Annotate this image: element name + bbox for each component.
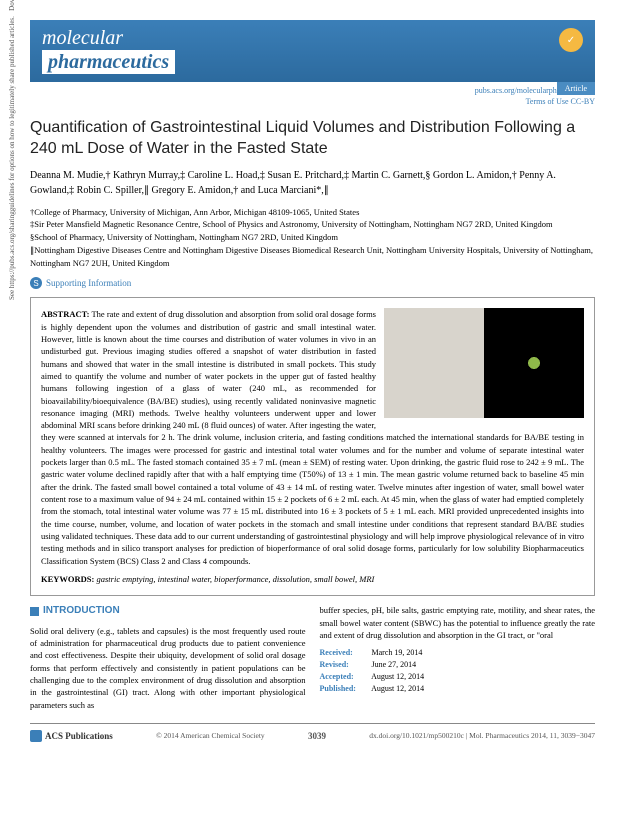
header-links: pubs.acs.org/molecularpharmaceutics Term… <box>30 86 595 106</box>
header-badges: ✓ <box>559 28 583 52</box>
abstract-box: ABSTRACT: The rate and extent of drug di… <box>30 297 595 596</box>
supporting-icon: S <box>30 277 42 289</box>
keywords-label: KEYWORDS: <box>41 574 94 584</box>
affiliations: †College of Pharmacy, University of Mich… <box>30 206 595 270</box>
pubs-link[interactable]: pubs.acs.org/molecularpharmaceutics <box>30 86 595 95</box>
abstract-graphic <box>384 308 584 418</box>
supporting-info-link[interactable]: S Supporting Information <box>30 277 595 289</box>
page-footer: ACS Publications © 2014 American Chemica… <box>30 723 595 742</box>
badge-icon: ✓ <box>559 28 583 52</box>
keywords-text: gastric emptying, intestinal water, biop… <box>97 574 375 584</box>
acs-publications-logo: ACS Publications <box>30 730 113 742</box>
copyright-text: © 2014 American Chemical Society <box>156 731 265 740</box>
download-attribution: See https://pubs.acs.org/sharingguidelin… <box>8 0 16 300</box>
intro-paragraph-1: Solid oral delivery (e.g., tablets and c… <box>30 625 306 711</box>
abstract-label: ABSTRACT: <box>41 309 90 319</box>
article-title: Quantification of Gastrointestinal Liqui… <box>30 118 595 160</box>
author-list: Deanna M. Mudie,† Kathryn Murray,‡ Carol… <box>30 168 595 198</box>
section-square-icon <box>30 607 39 616</box>
intro-paragraph-2: buffer species, pH, bile salts, gastric … <box>320 604 596 641</box>
journal-header: molecular pharmaceutics ✓ Article <box>30 20 595 82</box>
mri-scanner-photo <box>384 308 484 418</box>
page-number: 3039 <box>308 731 326 741</box>
section-heading-intro: INTRODUCTION <box>30 604 306 619</box>
acs-icon <box>30 730 42 742</box>
article-type-tag: Article <box>557 82 595 95</box>
terms-link[interactable]: Terms of Use CC-BY <box>30 97 595 106</box>
affiliation-3: §School of Pharmacy, University of Notti… <box>30 231 595 244</box>
affiliation-4: ∥Nottingham Digestive Diseases Centre an… <box>30 244 595 270</box>
supporting-label: Supporting Information <box>46 278 131 288</box>
affiliation-1: †College of Pharmacy, University of Mich… <box>30 206 595 219</box>
mri-scan-image <box>484 308 584 418</box>
article-dates: Received: March 19, 2014 Revised: June 2… <box>320 647 596 695</box>
doi-citation: dx.doi.org/10.1021/mp500210c | Mol. Phar… <box>369 731 595 740</box>
affiliation-2: ‡Sir Peter Mansfield Magnetic Resonance … <box>30 218 595 231</box>
journal-logo: molecular pharmaceutics <box>42 28 175 74</box>
